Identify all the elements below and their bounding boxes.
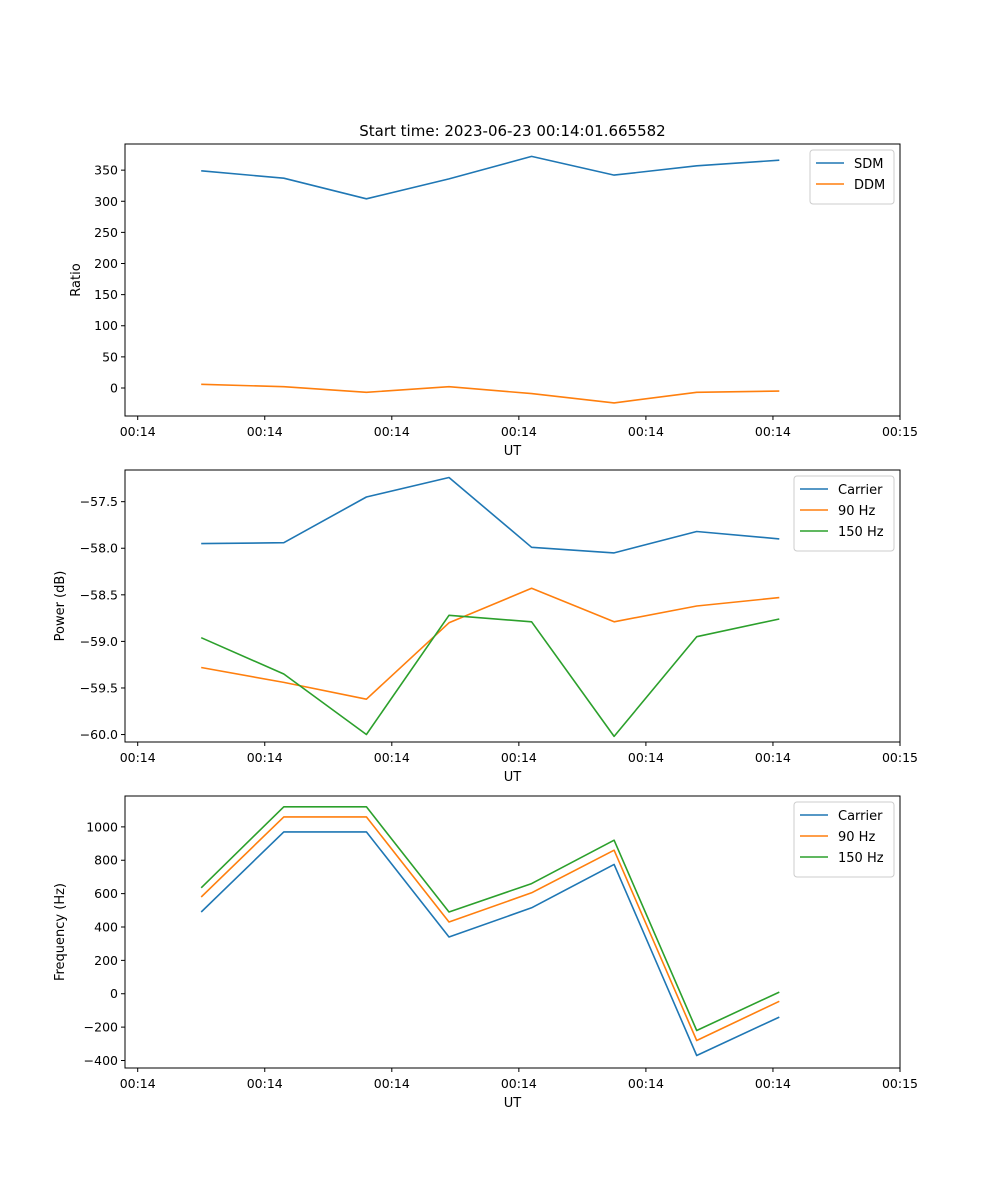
x-tick-label: 00:14 [374,424,410,439]
x-tick-label: 00:14 [120,424,156,439]
y-tick-label: 600 [94,886,118,901]
x-tick-label: 00:14 [120,1076,156,1091]
legend-label: DDM [854,178,885,193]
x-tick-label: 00:14 [628,424,664,439]
y-tick-label: −59.0 [80,634,118,649]
legend [793,801,895,878]
x-tick-label: 00:14 [501,750,537,765]
x-tick-label: 00:14 [247,1076,283,1091]
series-line-90-hz [200,816,780,1042]
series-line-sdm [201,155,780,200]
chart-panel-2: 00:14 00:14 00:14 00:14 00:14 00:14 00:15 −60.0… [53,469,918,785]
plot-frame [124,795,901,1069]
legend-label: SDM [854,157,883,172]
x-tick-label: 00:14 [501,424,537,439]
series-line-carrier [201,476,780,554]
x-tick-label: 00:14 [755,1076,791,1091]
x-tick-label: 00:14 [755,750,791,765]
x-axis-label: UT [504,444,522,459]
x-tick-label: 00:14 [374,1076,410,1091]
x-axis-label: UT [504,770,522,785]
y-tick-label: 800 [94,853,118,868]
x-tick-label: 00:14 [247,750,283,765]
y-tick-label: −58.0 [80,541,118,556]
y-axis-label: Frequency (Hz) [53,883,68,981]
y-tick-label: 150 [94,287,118,302]
series-line-carrier [200,831,780,1057]
y-tick-label: 300 [94,194,118,209]
y-tick-label: −57.5 [80,494,118,509]
y-tick-label: 1000 [86,819,118,834]
legend-label: Carrier [838,483,883,498]
x-tick-label: 00:15 [882,1076,918,1091]
series-line-90-hz [201,587,780,701]
y-tick-label: −400 [84,1053,118,1068]
y-tick-label: 200 [94,256,118,271]
plot-frame [124,143,901,417]
x-axis-label: UT [504,1096,522,1111]
y-axis-label: Power (dB) [53,571,68,642]
y-tick-label: 0 [110,986,118,1001]
series-line-150-hz [200,805,780,1032]
y-tick-label: −60.0 [80,727,118,742]
legend [793,475,895,552]
y-tick-label: 250 [94,225,118,240]
plot-frame [124,469,901,743]
y-tick-label: −58.5 [80,587,118,602]
chart-panel-1: 00:14 00:14 00:14 00:14 00:14 00:14 00:15 0 50 10… [69,143,918,459]
x-tick-label: 00:14 [755,424,791,439]
y-tick-label: 50 [102,349,118,364]
legend-label: Carrier [838,809,883,824]
x-tick-label: 00:14 [247,424,283,439]
x-tick-label: 00:15 [882,424,918,439]
y-tick-label: 350 [94,163,118,178]
y-tick-label: 200 [94,953,118,968]
x-tick-label: 00:15 [882,750,918,765]
y-tick-label: −59.5 [80,680,118,695]
chart-panel-3: 00:14 00:14 00:14 00:14 00:14 00:14 00:15 −400 −… [53,795,918,1111]
figure-title: Start time: 2023-06-23 00:14:01.665582 [359,122,665,140]
legend-label: 150 Hz [838,525,884,540]
x-tick-label: 00:14 [374,750,410,765]
series-line-ddm [201,383,780,404]
y-axis-label: Ratio [69,263,84,296]
x-tick-label: 00:14 [120,750,156,765]
x-tick-label: 00:14 [501,1076,537,1091]
x-tick-label: 00:14 [628,1076,664,1091]
y-tick-label: 100 [94,318,118,333]
x-tick-label: 00:14 [628,750,664,765]
y-tick-label: 400 [94,919,118,934]
legend-label: 90 Hz [838,830,875,845]
legend-label: 90 Hz [838,504,875,519]
series-line-150-hz [200,614,780,738]
y-tick-label: 0 [110,380,118,395]
y-tick-label: −200 [84,1020,118,1035]
legend-label: 150 Hz [838,851,884,866]
